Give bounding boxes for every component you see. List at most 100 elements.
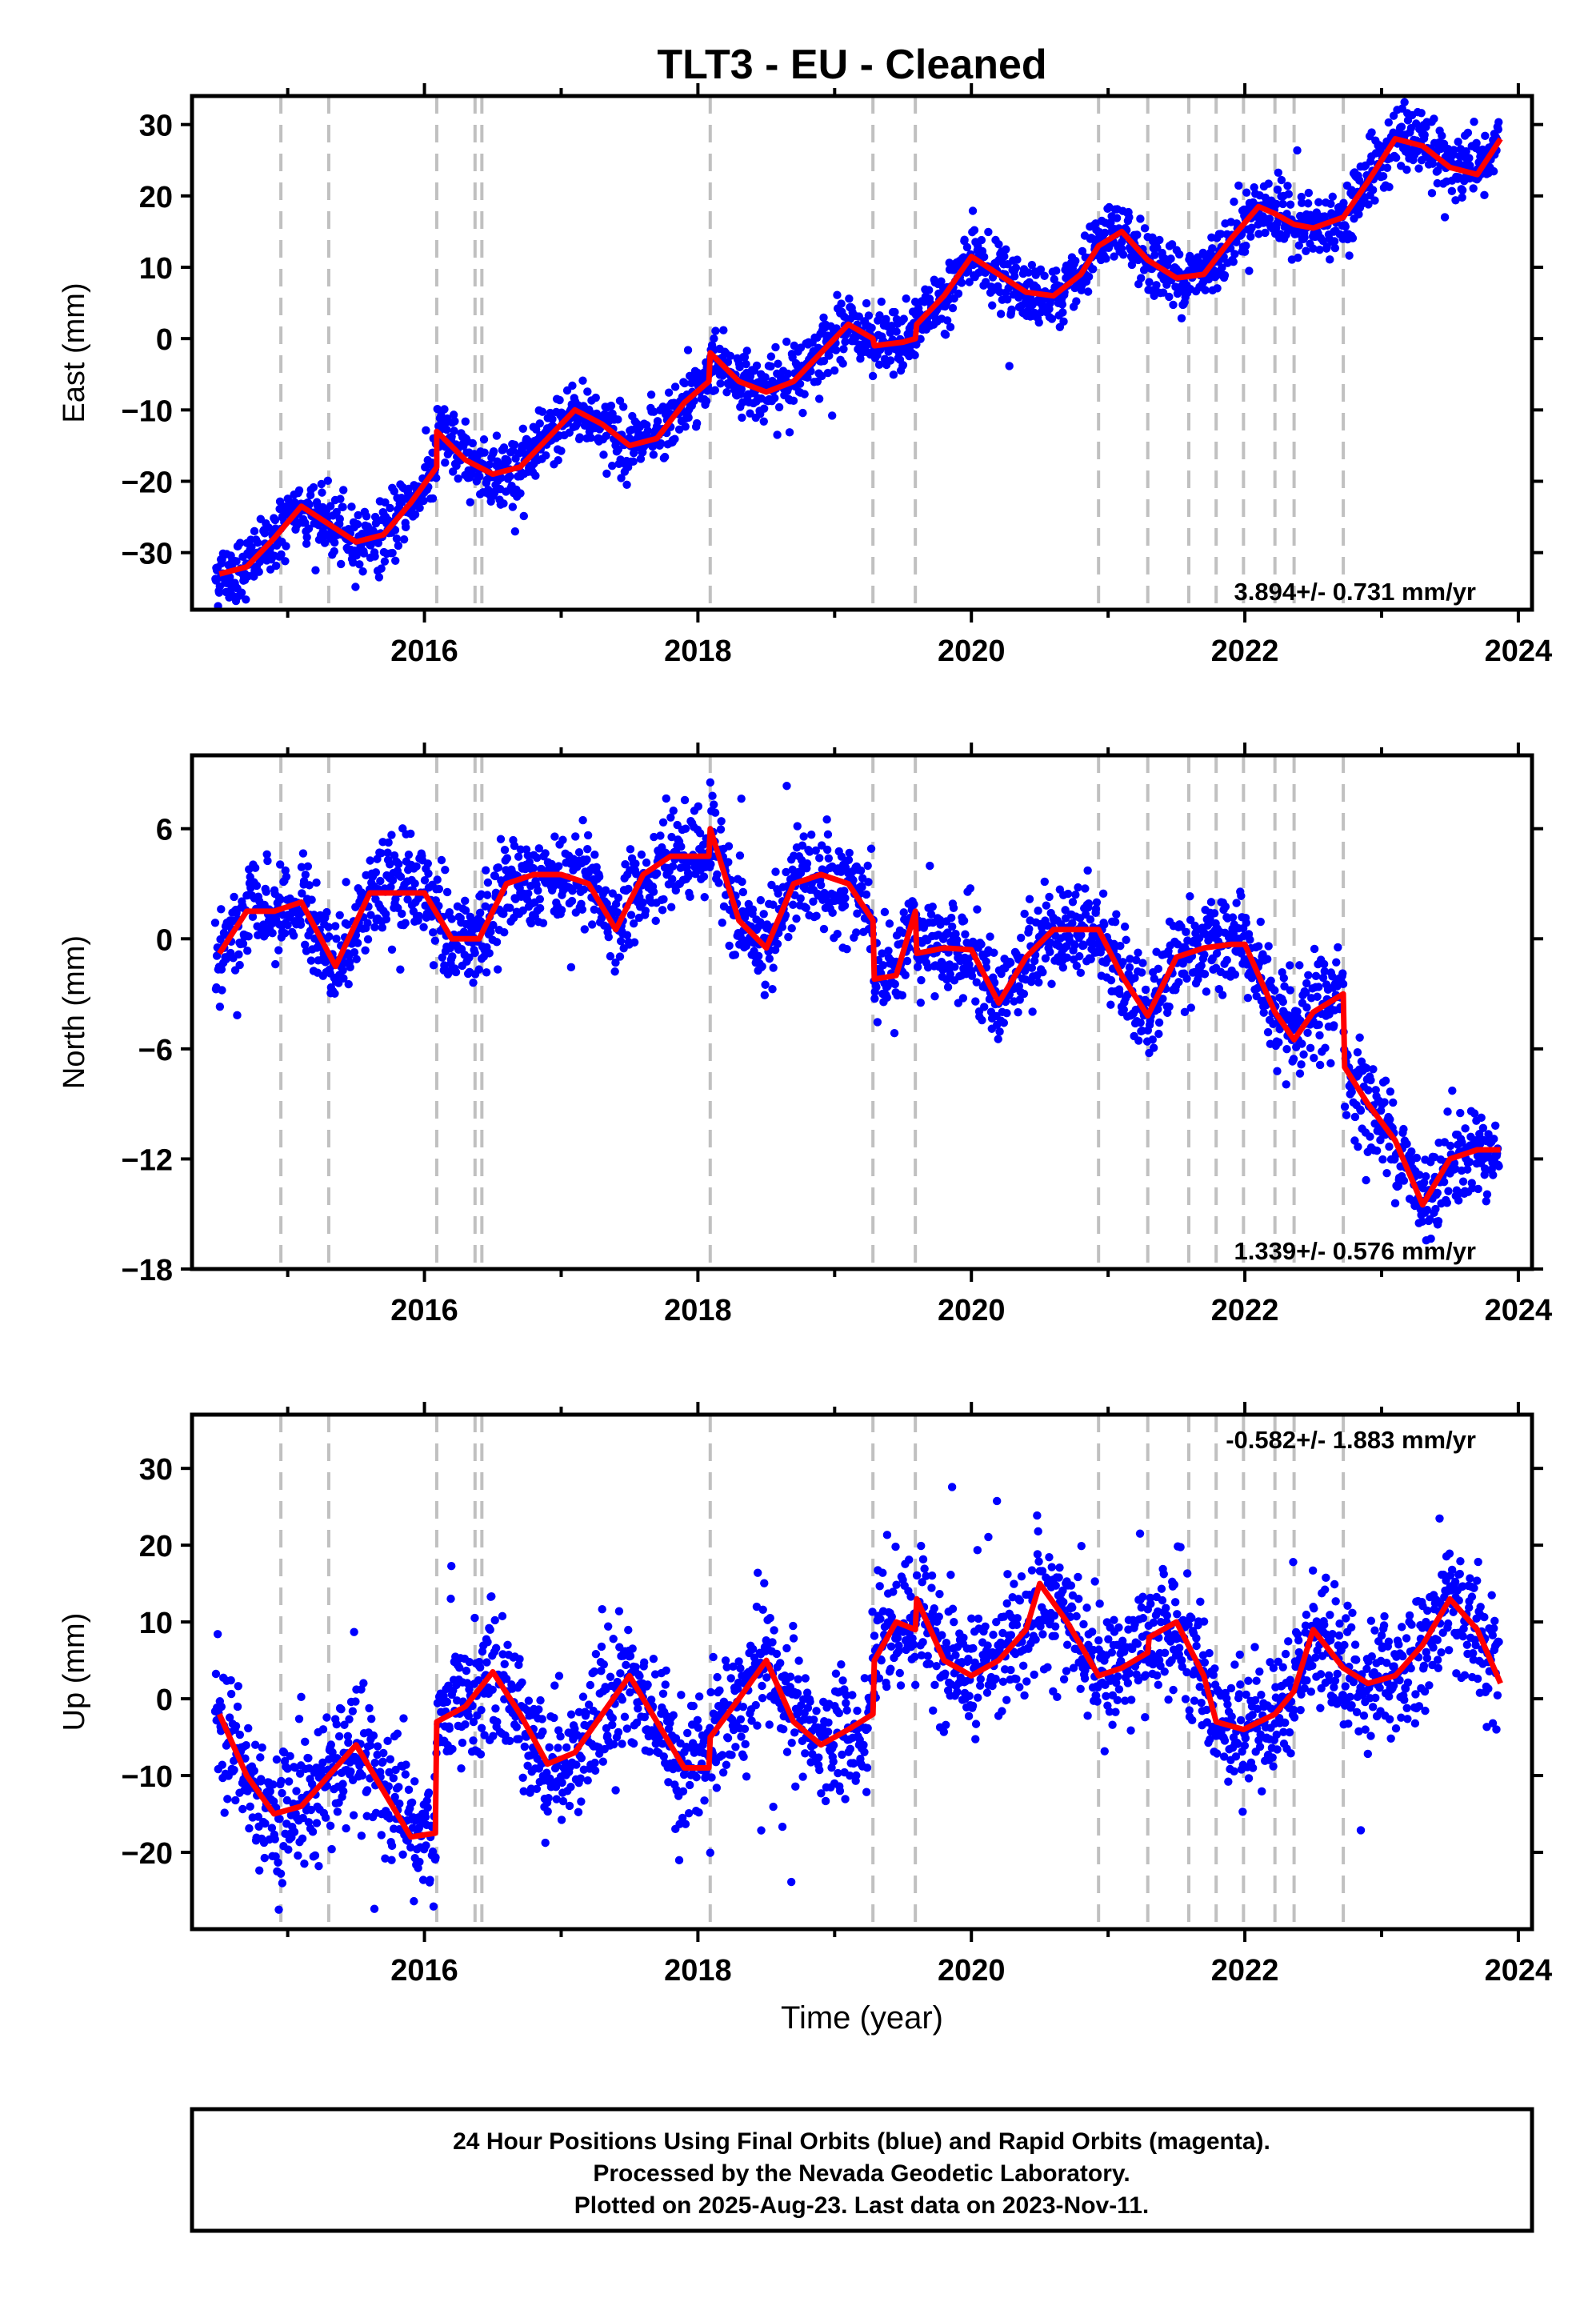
data-point	[1330, 243, 1340, 253]
data-point	[338, 1780, 347, 1788]
data-point	[664, 388, 674, 397]
data-point	[388, 548, 397, 558]
data-point	[1201, 286, 1210, 294]
data-point	[1461, 1124, 1470, 1133]
data-point	[437, 855, 446, 865]
data-point	[339, 486, 348, 494]
data-point	[722, 388, 731, 397]
data-point	[756, 895, 766, 905]
data-point	[1182, 974, 1191, 983]
data-point	[680, 795, 690, 805]
data-point	[260, 1853, 269, 1863]
data-point	[724, 842, 734, 851]
data-point	[708, 791, 717, 800]
data-point	[312, 878, 321, 887]
data-point	[1355, 1033, 1364, 1042]
data-point	[583, 387, 592, 396]
data-point	[1328, 192, 1337, 202]
data-point	[1385, 182, 1394, 191]
data-point	[338, 966, 347, 975]
data-point	[1417, 109, 1426, 118]
data-point	[272, 1755, 282, 1764]
data-point	[1362, 1175, 1370, 1185]
data-point	[1213, 284, 1222, 293]
data-point	[482, 891, 492, 899]
data-point	[389, 1774, 398, 1783]
data-point	[415, 503, 424, 512]
data-point	[1314, 198, 1323, 206]
data-point	[693, 368, 702, 378]
data-point	[1334, 943, 1342, 952]
data-point	[812, 911, 821, 920]
data-point	[574, 847, 584, 857]
data-point	[1385, 1142, 1394, 1151]
data-point	[1353, 1047, 1362, 1057]
data-point	[823, 830, 833, 839]
data-point	[1354, 1142, 1362, 1151]
data-point	[264, 523, 274, 532]
data-point	[966, 884, 975, 893]
data-point	[370, 512, 380, 522]
data-point	[718, 918, 726, 927]
data-point	[342, 1824, 350, 1833]
data-point	[499, 499, 508, 508]
data-point	[636, 454, 646, 463]
data-point	[1177, 314, 1186, 323]
data-point	[355, 560, 364, 569]
data-point	[1011, 263, 1021, 272]
data-point	[926, 861, 934, 871]
data-point	[1075, 951, 1084, 961]
data-point	[659, 895, 668, 904]
data-point	[771, 342, 780, 352]
data-point	[995, 1027, 1004, 1036]
data-point	[398, 1850, 407, 1859]
data-point	[1025, 924, 1034, 934]
data-point	[882, 314, 890, 324]
data-point	[578, 815, 587, 825]
data-point	[986, 932, 994, 941]
data-point	[1229, 257, 1238, 266]
data-point	[789, 396, 798, 406]
data-point	[599, 450, 608, 459]
data-point	[646, 390, 656, 399]
data-point	[370, 552, 379, 561]
data-point	[684, 413, 693, 422]
data-point	[1070, 940, 1079, 950]
data-point	[1294, 253, 1302, 262]
data-point	[1230, 197, 1238, 206]
data-point	[394, 859, 403, 869]
data-point	[250, 526, 259, 536]
data-point	[387, 945, 397, 955]
data-point	[738, 877, 746, 887]
data-point	[1100, 920, 1109, 929]
data-point	[841, 894, 850, 903]
data-point	[1311, 971, 1321, 981]
data-point	[317, 479, 326, 489]
data-point	[1447, 186, 1457, 196]
data-point	[845, 848, 854, 858]
data-point	[294, 1851, 302, 1860]
data-point	[973, 905, 982, 914]
data-point	[1174, 978, 1183, 987]
data-point	[575, 433, 584, 442]
data-point	[1154, 1029, 1163, 1039]
data-point	[1472, 138, 1481, 148]
data-point	[450, 426, 458, 435]
data-point	[359, 549, 369, 558]
data-point	[1072, 297, 1081, 306]
data-point	[1481, 131, 1490, 141]
data-point	[1034, 318, 1043, 327]
data-point	[1314, 1020, 1323, 1029]
data-point	[658, 906, 667, 915]
data-point	[1420, 130, 1429, 139]
data-point	[1298, 1039, 1306, 1048]
data-point	[381, 498, 390, 507]
data-point	[629, 457, 638, 466]
data-point	[289, 931, 298, 940]
x-tick-label: 2016	[390, 635, 458, 668]
data-point	[660, 452, 670, 462]
data-point	[373, 1742, 382, 1751]
data-point	[538, 919, 548, 927]
data-point	[379, 1748, 388, 1758]
data-point	[359, 1679, 368, 1687]
